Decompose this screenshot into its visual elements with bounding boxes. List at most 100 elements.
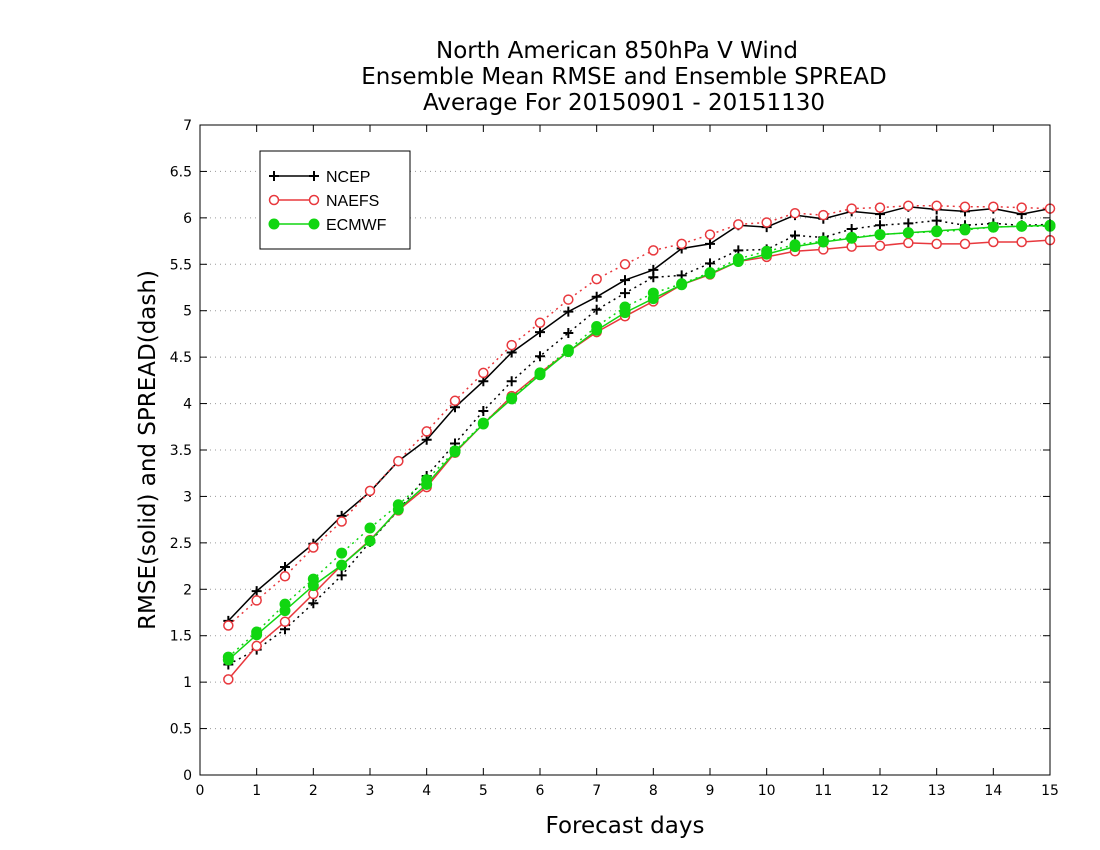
- spread-point-naefs: [818, 209, 829, 221]
- x-tick-label: 2: [309, 783, 318, 799]
- rmse-point-ncep: [251, 586, 262, 597]
- spread-point-naefs: [931, 200, 942, 212]
- rmse-point-naefs: [959, 238, 971, 250]
- rmse-point-ncep: [280, 562, 290, 572]
- x-tick-label: 12: [871, 783, 889, 799]
- chart-title-line-3: Average For 20150901 - 20151130: [423, 90, 825, 116]
- rmse-point-ecmwf: [222, 654, 234, 666]
- legend-label: NCEP: [326, 169, 370, 186]
- rmse-point-ncep: [563, 306, 574, 317]
- legend-marker: [268, 194, 280, 206]
- rmse-point-ncep: [648, 264, 659, 275]
- x-tick-label: 4: [422, 783, 431, 799]
- legend-label: ECMWF: [326, 217, 387, 234]
- rmse-point-ecmwf: [336, 559, 348, 571]
- y-tick-label: 0: [183, 768, 192, 784]
- rmse-point-ecmwf: [789, 241, 801, 253]
- chart-title-line-2: Ensemble Mean RMSE and Ensemble SPREAD: [361, 64, 886, 90]
- legend-marker: [268, 218, 280, 230]
- spread-point-ncep: [535, 351, 545, 362]
- y-tick-label: 2: [183, 582, 192, 598]
- spread-point-naefs: [676, 238, 687, 250]
- y-tick-label: 1.5: [170, 629, 192, 645]
- spread-point-naefs: [903, 200, 914, 212]
- legend-marker: [269, 171, 279, 181]
- y-tick-label: 2.5: [170, 536, 192, 552]
- x-tick-label: 15: [1041, 783, 1059, 799]
- rmse-point-ecmwf: [591, 324, 603, 336]
- x-tick-label: 11: [814, 783, 832, 799]
- y-tick-label: 6: [183, 211, 192, 227]
- chart-title: North American 850hPa V Wind Ensemble Me…: [361, 38, 886, 116]
- spread-point-ncep: [506, 376, 517, 387]
- spread-point-naefs: [704, 229, 716, 240]
- y-tick-label: 0.5: [170, 722, 192, 738]
- rmse-point-ecmwf: [449, 446, 461, 458]
- rmse-point-ecmwf: [477, 418, 489, 430]
- rmse-point-ecmwf: [704, 268, 716, 280]
- rmse-point-naefs: [874, 240, 886, 251]
- spread-point-naefs: [789, 207, 801, 219]
- rmse-point-ncep: [591, 291, 602, 302]
- spread-point-ncep: [591, 304, 602, 315]
- rmse-point-ecmwf: [251, 629, 263, 641]
- series-layer: [222, 200, 1056, 685]
- legend-item-ecmwf: ECMWF: [268, 217, 387, 234]
- rmse-point-ecmwf: [817, 236, 829, 248]
- spread-point-naefs: [874, 202, 886, 213]
- y-tick-label: 1: [183, 675, 192, 691]
- spread-point-ncep: [705, 258, 715, 269]
- rmse-point-ecmwf: [307, 580, 319, 592]
- x-tick-label: 8: [649, 783, 658, 799]
- legend-marker: [309, 171, 319, 181]
- spread-point-naefs: [308, 542, 319, 553]
- spread-line-ncep: [227, 219, 1051, 666]
- rmse-point-ecmwf: [279, 605, 291, 617]
- rmse-point-ecmwf: [506, 393, 518, 405]
- spread-point-naefs: [1016, 202, 1027, 213]
- spread-point-ncep: [620, 288, 630, 299]
- spread-point-naefs: [223, 620, 234, 631]
- x-tick-label: 6: [536, 783, 545, 799]
- rmse-point-naefs: [251, 640, 262, 652]
- rmse-point-ecmwf: [364, 535, 376, 547]
- spread-point-naefs: [279, 571, 291, 582]
- legend-item-ncep: NCEP: [269, 169, 370, 186]
- spread-point-ncep: [563, 328, 574, 338]
- y-tick-label: 6.5: [170, 164, 192, 180]
- series-ecmwf: [222, 219, 1056, 666]
- spread-point-naefs: [733, 219, 744, 230]
- y-tick-label: 5: [183, 304, 192, 320]
- rmse-point-ecmwf: [959, 223, 971, 235]
- x-axis-label: Forecast days: [546, 813, 705, 839]
- rmse-line-ecmwf: [227, 224, 1051, 661]
- y-tick-label: 3: [183, 489, 192, 505]
- rmse-point-ecmwf: [987, 221, 999, 233]
- rmse-point-ncep: [620, 275, 630, 286]
- spread-point-naefs: [563, 294, 574, 305]
- spread-point-naefs: [648, 245, 659, 256]
- axis-ticks: 00.511.522.533.544.555.566.570 1 2 3 4 5 6 7 8 9 1…: [170, 118, 1059, 799]
- rmse-point-ncep: [705, 238, 715, 249]
- x-tick-label: 10: [758, 783, 776, 799]
- rmse-point-ecmwf: [902, 227, 914, 239]
- rmse-point-naefs: [223, 674, 234, 685]
- rmse-point-naefs: [988, 236, 999, 248]
- rmse-point-ecmwf: [647, 293, 659, 305]
- spread-point-naefs: [988, 201, 999, 212]
- rmse-point-ecmwf: [874, 229, 886, 241]
- rmse-point-ecmwf: [761, 248, 773, 260]
- rmse-point-ncep: [535, 327, 545, 338]
- spread-point-naefs: [534, 317, 546, 329]
- spread-point-naefs: [478, 367, 489, 379]
- x-tick-label: 1: [252, 783, 261, 799]
- rmse-point-ecmwf: [534, 369, 546, 381]
- spread-point-naefs: [846, 203, 857, 214]
- spread-point-naefs: [591, 273, 602, 285]
- legend: NCEP NAEFS ECMWF: [259, 150, 411, 250]
- x-tick-label: 9: [706, 783, 715, 799]
- spread-point-naefs: [421, 426, 432, 437]
- spread-point-naefs: [251, 595, 262, 606]
- rmse-point-ecmwf: [619, 307, 631, 319]
